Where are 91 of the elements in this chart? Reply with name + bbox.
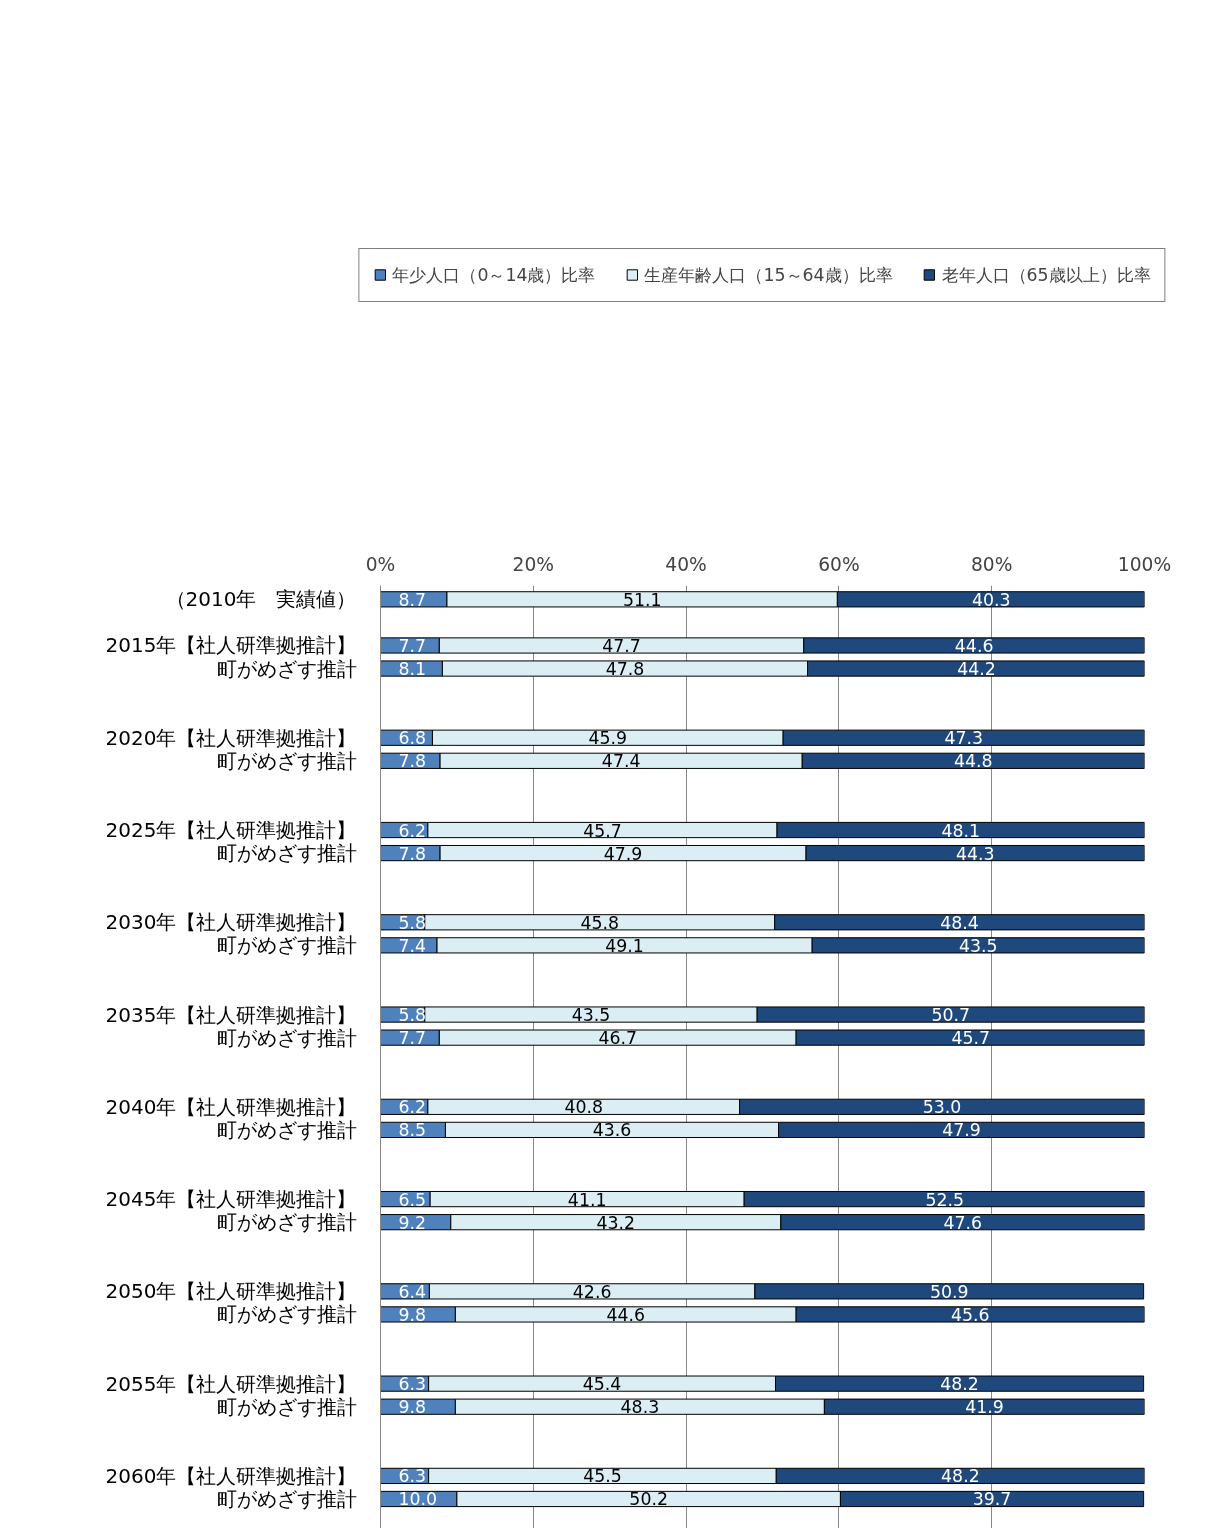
data-label: 41.9 xyxy=(965,1397,1004,1418)
x-tick-label: 0% xyxy=(365,553,396,575)
data-label: 45.6 xyxy=(951,1304,990,1325)
data-label: 45.4 xyxy=(582,1374,622,1395)
data-label: 47.9 xyxy=(942,1120,981,1141)
data-label: 43.5 xyxy=(571,1005,611,1026)
data-label: 6.2 xyxy=(398,1097,427,1118)
data-label: 45.7 xyxy=(583,820,622,841)
data-label: 40.8 xyxy=(564,1097,604,1118)
data-label: 48.4 xyxy=(940,912,979,933)
data-label: 39.7 xyxy=(972,1489,1012,1510)
data-label: 41.1 xyxy=(567,1189,607,1210)
data-label: 40.3 xyxy=(972,589,1011,610)
data-label: 47.6 xyxy=(943,1212,982,1233)
legend-label: 年少人口（0～14歳）比率 xyxy=(392,264,596,287)
data-label: 47.3 xyxy=(944,728,984,749)
data-label: 7.7 xyxy=(398,1028,427,1049)
data-label: 48.2 xyxy=(941,1466,980,1487)
data-label: 48.1 xyxy=(941,820,981,841)
data-label: 8.5 xyxy=(398,1120,427,1141)
y-tick-label: 2020年【社人研準拠推計】 xyxy=(105,725,357,750)
data-label: 45.5 xyxy=(583,1466,622,1487)
data-label: 48.3 xyxy=(620,1397,660,1418)
data-label: 6.4 xyxy=(398,1281,427,1302)
data-label: 6.3 xyxy=(398,1374,427,1395)
data-label: 45.7 xyxy=(951,1028,990,1049)
data-label: 7.8 xyxy=(398,751,427,772)
y-tick-label: 町がめざす推計 xyxy=(216,1394,357,1419)
data-label: 9.8 xyxy=(398,1397,427,1418)
data-label: 45.8 xyxy=(580,912,620,933)
data-label: 47.7 xyxy=(602,635,641,656)
data-label: 6.3 xyxy=(398,1466,427,1487)
y-tick-label: （2010年 実績値） xyxy=(165,587,357,612)
data-label: 44.8 xyxy=(954,751,993,772)
data-label: 50.7 xyxy=(931,1005,971,1026)
y-tick-label: 町がめざす推計 xyxy=(216,1486,357,1511)
x-tick-label: 80% xyxy=(970,553,1013,575)
data-label: 42.6 xyxy=(572,1281,612,1302)
y-tick-label: 2025年【社人研準拠推計】 xyxy=(105,818,357,843)
data-label: 6.8 xyxy=(398,728,427,749)
y-tick-label: 2040年【社人研準拠推計】 xyxy=(105,1094,357,1119)
data-label: 46.7 xyxy=(598,1028,638,1049)
data-label: 6.2 xyxy=(398,820,427,841)
x-tick-label: 100% xyxy=(1117,553,1172,575)
data-label: 43.5 xyxy=(959,935,998,956)
y-tick-label: 町がめざす推計 xyxy=(216,748,357,773)
data-label: 9.2 xyxy=(398,1212,427,1233)
y-tick-label: 2050年【社人研準拠推計】 xyxy=(105,1279,357,1304)
data-label: 10.0 xyxy=(398,1489,438,1510)
data-label: 48.2 xyxy=(940,1374,979,1395)
y-tick-label: 2060年【社人研準拠推計】 xyxy=(105,1463,357,1488)
data-label: 8.1 xyxy=(398,659,427,680)
y-tick-label: 町がめざす推計 xyxy=(216,656,357,681)
data-label: 50.9 xyxy=(930,1281,969,1302)
data-label: 7.7 xyxy=(398,635,427,656)
legend-label: 生産年齢人口（15～64歳）比率 xyxy=(644,264,893,287)
y-tick-label: 2035年【社人研準拠推計】 xyxy=(105,1002,357,1027)
x-tick-label: 40% xyxy=(665,553,707,575)
data-label: 44.3 xyxy=(955,843,995,864)
data-label: 6.5 xyxy=(398,1189,427,1210)
data-label: 7.8 xyxy=(398,843,427,864)
y-tick-label: 町がめざす推計 xyxy=(216,933,357,958)
y-tick-label: 2030年【社人研準拠推計】 xyxy=(105,910,357,935)
legend-label: 老年人口（65歳以上）比率 xyxy=(941,264,1151,287)
data-label: 43.6 xyxy=(592,1120,632,1141)
data-label: 7.4 xyxy=(398,935,427,956)
x-tick-label: 60% xyxy=(818,553,860,575)
data-label: 49.1 xyxy=(605,935,644,956)
data-label: 52.5 xyxy=(925,1189,965,1210)
data-label: 53.0 xyxy=(922,1097,962,1118)
data-label: 51.1 xyxy=(622,589,662,610)
data-label: 47.8 xyxy=(605,659,645,680)
y-tick-label: 2055年【社人研準拠推計】 xyxy=(105,1371,357,1396)
x-tick-label: 20% xyxy=(512,553,555,575)
data-label: 47.9 xyxy=(603,843,643,864)
data-label: 43.2 xyxy=(596,1212,636,1233)
y-tick-label: 町がめざす推計 xyxy=(216,1025,357,1050)
data-label: 45.9 xyxy=(588,728,628,749)
y-tick-label: 2015年【社人研準拠推計】 xyxy=(105,633,357,658)
y-tick-label: 町がめざす推計 xyxy=(216,841,357,866)
y-tick-label: 2045年【社人研準拠推計】 xyxy=(105,1187,357,1212)
y-tick-label: 町がめざす推計 xyxy=(216,1302,357,1327)
data-label: 44.2 xyxy=(957,659,996,680)
y-tick-label: 町がめざす推計 xyxy=(216,1210,357,1235)
data-label: 50.2 xyxy=(629,1489,668,1510)
data-label: 47.4 xyxy=(601,751,641,772)
data-label: 44.6 xyxy=(954,635,994,656)
data-label: 9.8 xyxy=(398,1304,427,1325)
y-tick-label: 町がめざす推計 xyxy=(216,1117,357,1142)
data-label: 8.7 xyxy=(398,589,427,610)
data-label: 44.6 xyxy=(606,1304,646,1325)
